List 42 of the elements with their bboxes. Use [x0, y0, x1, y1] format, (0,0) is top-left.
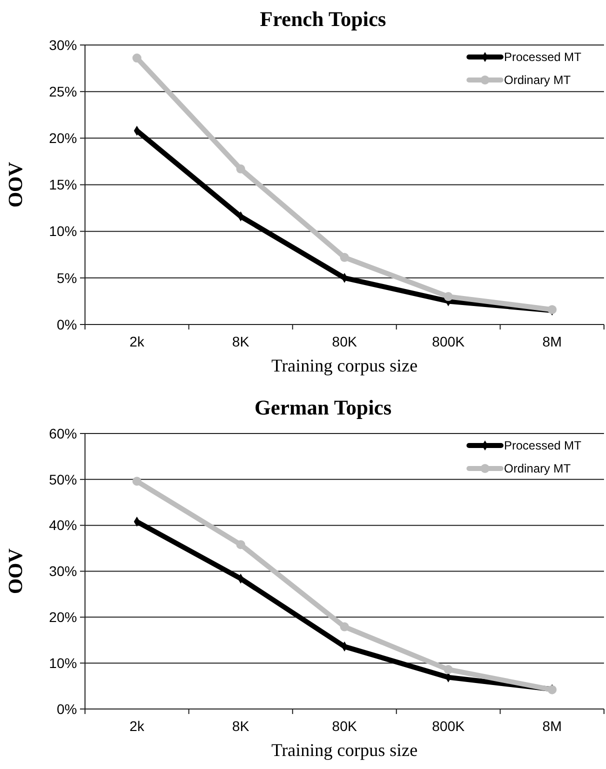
x-tick-label: 8K	[232, 334, 250, 350]
point	[236, 164, 246, 174]
y-tick-label: 0%	[56, 316, 77, 332]
chart-title: French Topics	[260, 7, 386, 31]
y-axis-title: OOV	[5, 548, 27, 594]
y-tick-label: 20%	[48, 609, 77, 626]
point	[340, 252, 349, 262]
y-tick-label: 5%	[56, 270, 77, 286]
y-tick-label: 25%	[48, 83, 77, 100]
legend-label: Ordinary MT	[504, 462, 572, 476]
x-tick-label: 2k	[130, 718, 146, 734]
x-tick-label: 800K	[432, 718, 466, 734]
y-tick-label: 10%	[48, 654, 77, 671]
x-tick-label: 8M	[542, 718, 562, 734]
y-tick-label: 50%	[48, 471, 77, 488]
x-tick-label: 8M	[542, 334, 562, 350]
x-axis-title: Training corpus size	[271, 740, 418, 760]
legend-label: Processed MT	[504, 438, 582, 453]
y-tick-label: 20%	[48, 130, 77, 146]
point	[236, 540, 246, 550]
point	[444, 292, 453, 302]
point	[444, 665, 453, 674]
x-axis-title: Training corpus size	[271, 356, 418, 376]
x-tick-label: 800K	[432, 334, 466, 350]
legend-label: Processed MT	[504, 50, 582, 64]
y-tick-label: 30%	[48, 36, 77, 53]
x-tick-label: 2k	[130, 334, 146, 350]
point	[340, 622, 349, 632]
x-tick-label: 80K	[332, 718, 358, 734]
y-axis-title: OOV	[5, 161, 27, 208]
legend-label: Ordinary MT	[504, 73, 572, 88]
x-tick-label: 8K	[232, 718, 250, 734]
y-tick-label: 60%	[48, 425, 77, 442]
y-tick-label: 30%	[48, 563, 77, 580]
y-tick-label: 15%	[48, 176, 77, 193]
point	[132, 54, 142, 63]
x-tick-label: 80K	[332, 334, 358, 350]
y-tick-label: 40%	[48, 517, 77, 534]
y-tick-label: 0%	[56, 700, 77, 717]
point	[132, 476, 142, 486]
y-tick-label: 10%	[48, 223, 77, 240]
chart-title: German Topics	[254, 396, 392, 420]
